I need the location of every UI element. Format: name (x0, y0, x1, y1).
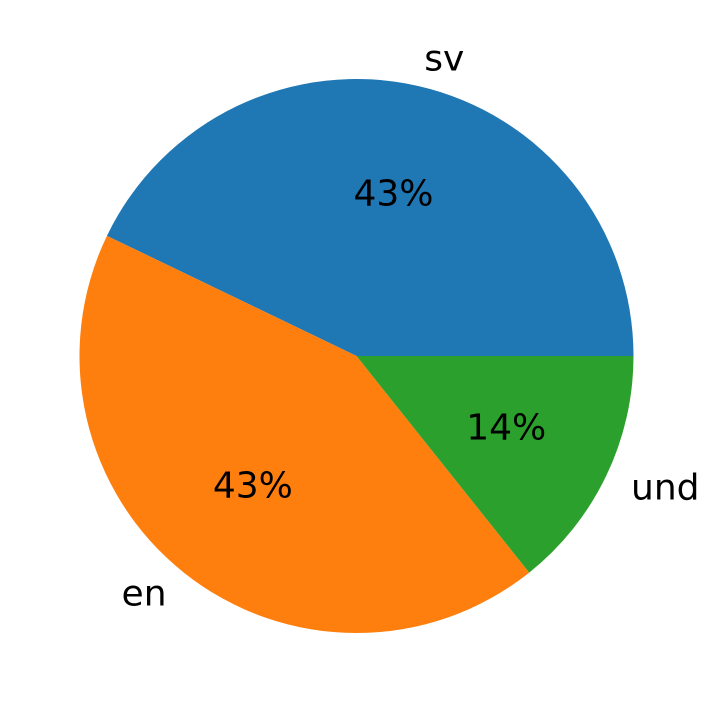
slice-label-und: und (631, 468, 699, 509)
slice-label-sv: sv (424, 38, 464, 79)
pie-slice-und (356, 356, 634, 573)
pie-slice-sv (106, 79, 634, 357)
pie-slice-en (79, 235, 530, 633)
percent-label-und: 14% (466, 408, 546, 449)
percent-label-en: 43% (213, 465, 293, 506)
pie-labels: sv 43% en 43% und 14% (122, 38, 700, 614)
slice-label-en: en (122, 574, 167, 615)
percent-label-sv: 43% (353, 173, 433, 214)
pie-slices (79, 79, 634, 633)
